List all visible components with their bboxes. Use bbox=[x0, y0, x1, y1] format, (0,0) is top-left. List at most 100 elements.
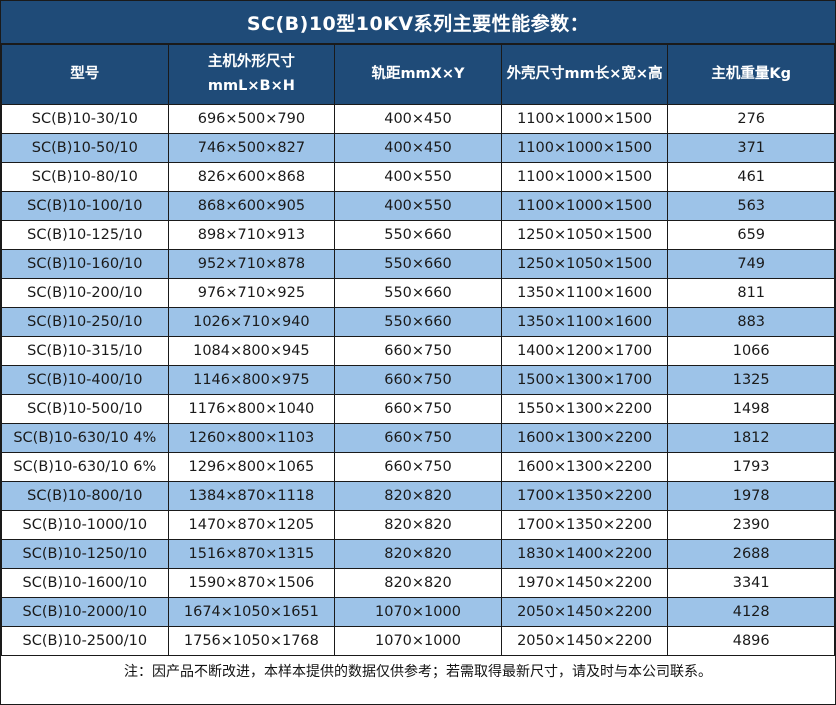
column-header-line: 主机外形尺寸 bbox=[207, 53, 295, 70]
table-cell: 1978 bbox=[667, 481, 835, 511]
table-cell: 820×820 bbox=[334, 539, 502, 569]
table-cell: 4896 bbox=[667, 626, 835, 656]
table-row: SC(B)10-200/10 976×710×925 550×660 1350×110… bbox=[1, 278, 835, 308]
table-row: SC(B)10-500/10 1176×800×1040 660×750 1550×1… bbox=[1, 394, 835, 424]
table-cell: SC(B)10-80/10 bbox=[1, 162, 169, 192]
table-cell: SC(B)10-400/10 bbox=[1, 365, 169, 395]
table-cell: 550×660 bbox=[334, 307, 502, 337]
table-row: SC(B)10-125/10 898×710×913 550×660 1250×105… bbox=[1, 220, 835, 250]
table-cell: 811 bbox=[667, 278, 835, 308]
table-cell: 1550×1300×2200 bbox=[500, 394, 669, 424]
table-cell: 1700×1350×2200 bbox=[500, 510, 669, 540]
table-cell: 660×750 bbox=[334, 336, 502, 366]
table-cell: 400×450 bbox=[334, 104, 502, 134]
table-row: SC(B)10-1250/10 1516×870×1315 820×820 1830×… bbox=[1, 539, 835, 569]
table-cell: 883 bbox=[667, 307, 835, 337]
table-cell: 1793 bbox=[667, 452, 835, 482]
table-cell: 1296×800×1065 bbox=[167, 452, 336, 482]
table-row: SC(B)10-315/10 1084×800×945 660×750 1400×12… bbox=[1, 336, 835, 366]
table-cell: 461 bbox=[667, 162, 835, 192]
table-cell: SC(B)10-1600/10 bbox=[1, 568, 169, 598]
table-cell: 898×710×913 bbox=[167, 220, 336, 250]
table-cell: 1470×870×1205 bbox=[167, 510, 336, 540]
table-cell: 1970×1450×2200 bbox=[500, 568, 669, 598]
table-row: SC(B)10-2000/10 1674×1050×1651 1070×1000 20… bbox=[1, 597, 835, 627]
table-cell: 1026×710×940 bbox=[167, 307, 336, 337]
table-cell: 1590×870×1506 bbox=[167, 568, 336, 598]
table-cell: SC(B)10-200/10 bbox=[1, 278, 169, 308]
table-cell: 1325 bbox=[667, 365, 835, 395]
table-row: SC(B)10-50/10 746×500×827 400×450 1100×1000… bbox=[1, 133, 835, 163]
table-row: SC(B)10-1000/10 1470×870×1205 820×820 1700×… bbox=[1, 510, 835, 540]
table-cell: SC(B)10-30/10 bbox=[1, 104, 169, 134]
table-cell: 400×550 bbox=[334, 191, 502, 221]
table-cell: SC(B)10-315/10 bbox=[1, 336, 169, 366]
column-header-line: 型号 bbox=[70, 65, 100, 82]
table-cell: 1812 bbox=[667, 423, 835, 453]
table-cell: 749 bbox=[667, 249, 835, 279]
table-row: SC(B)10-400/10 1146×800×975 660×750 1500×13… bbox=[1, 365, 835, 395]
table-cell: 550×660 bbox=[334, 249, 502, 279]
table-cell: 1350×1100×1600 bbox=[500, 307, 669, 337]
table-row: SC(B)10-1600/10 1590×870×1506 820×820 1970×… bbox=[1, 568, 835, 598]
table-cell: 550×660 bbox=[334, 220, 502, 250]
table-cell: 1100×1000×1500 bbox=[500, 162, 669, 192]
table-cell: 1100×1000×1500 bbox=[500, 191, 669, 221]
table-row: SC(B)10-630/10 4% 1260×800×1103 660×750 160… bbox=[1, 423, 835, 453]
table-cell: 820×820 bbox=[334, 510, 502, 540]
column-header-line: 外壳尺寸mm长×宽×高 bbox=[506, 65, 663, 82]
table-cell: 1100×1000×1500 bbox=[500, 133, 669, 163]
table-cell: 550×660 bbox=[334, 278, 502, 308]
header-row: 型号 主机外形尺寸 mmL×B×H 轨距mmX×Y 外壳尺寸mm长×宽×高 主机重量Kg bbox=[1, 44, 835, 105]
column-header-line: 主机重量Kg bbox=[711, 65, 791, 82]
table-cell: 1756×1050×1768 bbox=[167, 626, 336, 656]
table-cell: SC(B)10-800/10 bbox=[1, 481, 169, 511]
table-cell: 1070×1000 bbox=[334, 597, 502, 627]
table-cell: 1600×1300×2200 bbox=[500, 452, 669, 482]
column-header-3: 外壳尺寸mm长×宽×高 bbox=[500, 44, 669, 105]
table-row: SC(B)10-800/10 1384×870×1118 820×820 1700×1… bbox=[1, 481, 835, 511]
table-cell: SC(B)10-630/10 6% bbox=[1, 452, 169, 482]
table-cell: 1260×800×1103 bbox=[167, 423, 336, 453]
column-header-line: mmL×B×H bbox=[207, 77, 295, 94]
column-header-0: 型号 bbox=[1, 44, 169, 105]
table-cell: SC(B)10-630/10 4% bbox=[1, 423, 169, 453]
table-cell: SC(B)10-2500/10 bbox=[1, 626, 169, 656]
table-cell: 1700×1350×2200 bbox=[500, 481, 669, 511]
table-cell: 1084×800×945 bbox=[167, 336, 336, 366]
table-cell: 660×750 bbox=[334, 423, 502, 453]
table-cell: 2390 bbox=[667, 510, 835, 540]
column-header-line: 轨距mmX×Y bbox=[371, 65, 465, 82]
table-cell: 2050×1450×2200 bbox=[500, 626, 669, 656]
table-cell: 952×710×878 bbox=[167, 249, 336, 279]
table-title: SC(B)10型10KV系列主要性能参数： bbox=[1, 1, 835, 44]
table-cell: 1498 bbox=[667, 394, 835, 424]
table-cell: 1600×1300×2200 bbox=[500, 423, 669, 453]
table-cell: 2050×1450×2200 bbox=[500, 597, 669, 627]
table-cell: 400×550 bbox=[334, 162, 502, 192]
table-cell: 371 bbox=[667, 133, 835, 163]
table-cell: SC(B)10-125/10 bbox=[1, 220, 169, 250]
table-cell: 400×450 bbox=[334, 133, 502, 163]
table-cell: 276 bbox=[667, 104, 835, 134]
table-cell: 3341 bbox=[667, 568, 835, 598]
table-cell: 1250×1050×1500 bbox=[500, 220, 669, 250]
table-cell: 660×750 bbox=[334, 365, 502, 395]
table-cell: 1500×1300×1700 bbox=[500, 365, 669, 395]
table-cell: SC(B)10-160/10 bbox=[1, 249, 169, 279]
table-cell: 1400×1200×1700 bbox=[500, 336, 669, 366]
table-cell: 868×600×905 bbox=[167, 191, 336, 221]
table-cell: 1066 bbox=[667, 336, 835, 366]
table-cell: 563 bbox=[667, 191, 835, 221]
table-cell: 1516×870×1315 bbox=[167, 539, 336, 569]
footnote: 注：因产品不断改进，本样本提供的数据仅供参考；若需取得最新尺寸，请及时与本公司联… bbox=[1, 656, 835, 686]
table-cell: 976×710×925 bbox=[167, 278, 336, 308]
table-cell: 746×500×827 bbox=[167, 133, 336, 163]
table-cell: 1250×1050×1500 bbox=[500, 249, 669, 279]
spec-table: 型号 主机外形尺寸 mmL×B×H 轨距mmX×Y 外壳尺寸mm长×宽×高 主机重量Kg … bbox=[1, 44, 835, 656]
table-cell: 660×750 bbox=[334, 452, 502, 482]
table-cell: 2688 bbox=[667, 539, 835, 569]
table-cell: 4128 bbox=[667, 597, 835, 627]
table-cell: 659 bbox=[667, 220, 835, 250]
table-cell: SC(B)10-1250/10 bbox=[1, 539, 169, 569]
